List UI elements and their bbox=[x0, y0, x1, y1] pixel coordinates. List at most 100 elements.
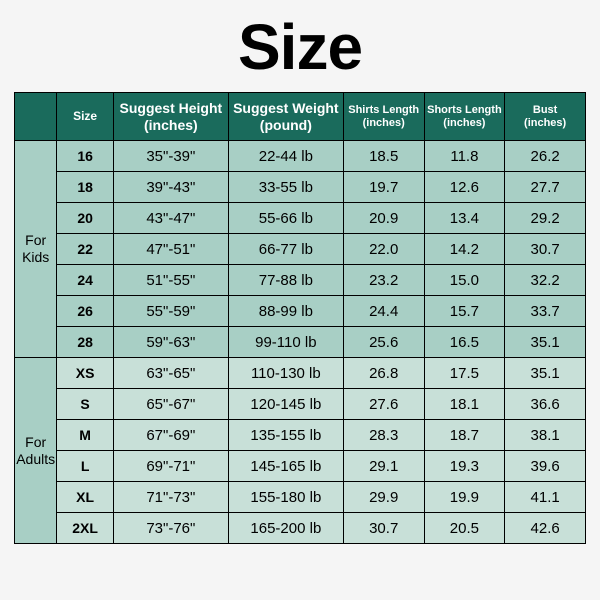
cell-shirt: 20.9 bbox=[343, 203, 424, 234]
cell-shirt: 27.6 bbox=[343, 389, 424, 420]
cell-shorts: 18.7 bbox=[424, 420, 505, 451]
header-size: Size bbox=[57, 93, 113, 141]
cell-size: 24 bbox=[57, 265, 113, 296]
cell-weight: 33-55 lb bbox=[228, 172, 343, 203]
cell-height: 73"-76" bbox=[113, 513, 228, 544]
cell-weight: 165-200 lb bbox=[228, 513, 343, 544]
group-label: ForAdults bbox=[15, 358, 57, 544]
cell-weight: 88-99 lb bbox=[228, 296, 343, 327]
cell-shirt: 26.8 bbox=[343, 358, 424, 389]
cell-shirt: 19.7 bbox=[343, 172, 424, 203]
cell-weight: 55-66 lb bbox=[228, 203, 343, 234]
cell-weight: 99-110 lb bbox=[228, 327, 343, 358]
cell-bust: 29.2 bbox=[505, 203, 586, 234]
cell-bust: 36.6 bbox=[505, 389, 586, 420]
header-label: Shirts Length bbox=[348, 104, 419, 116]
header-group bbox=[15, 93, 57, 141]
header-label: Shorts Length bbox=[427, 104, 502, 116]
cell-size: 26 bbox=[57, 296, 113, 327]
cell-height: 63"-65" bbox=[113, 358, 228, 389]
cell-size: 20 bbox=[57, 203, 113, 234]
cell-bust: 32.2 bbox=[505, 265, 586, 296]
header-shorts: Shorts Length (inches) bbox=[424, 93, 505, 141]
cell-bust: 42.6 bbox=[505, 513, 586, 544]
cell-bust: 30.7 bbox=[505, 234, 586, 265]
header-sublabel: (inches) bbox=[524, 117, 566, 129]
cell-bust: 39.6 bbox=[505, 451, 586, 482]
table-row: 2XL73"-76"165-200 lb30.720.542.6 bbox=[15, 513, 586, 544]
table-row: M67"-69"135-155 lb28.318.738.1 bbox=[15, 420, 586, 451]
cell-bust: 26.2 bbox=[505, 141, 586, 172]
table-header: Size Suggest Height (inches) Suggest Wei… bbox=[15, 93, 586, 141]
cell-bust: 41.1 bbox=[505, 482, 586, 513]
cell-shirt: 18.5 bbox=[343, 141, 424, 172]
cell-size: 28 bbox=[57, 327, 113, 358]
cell-shorts: 15.7 bbox=[424, 296, 505, 327]
cell-size: 2XL bbox=[57, 513, 113, 544]
cell-weight: 155-180 lb bbox=[228, 482, 343, 513]
cell-height: 59"-63" bbox=[113, 327, 228, 358]
header-sublabel: (inches) bbox=[443, 117, 485, 129]
cell-shorts: 16.5 bbox=[424, 327, 505, 358]
table-row: XL71"-73"155-180 lb29.919.941.1 bbox=[15, 482, 586, 513]
cell-shorts: 19.9 bbox=[424, 482, 505, 513]
cell-shorts: 13.4 bbox=[424, 203, 505, 234]
cell-size: 18 bbox=[57, 172, 113, 203]
cell-shirt: 29.9 bbox=[343, 482, 424, 513]
header-label: Bust bbox=[533, 104, 557, 116]
header-sublabel: (pound) bbox=[260, 117, 312, 133]
header-label: Suggest Height bbox=[120, 100, 223, 116]
cell-shirt: 25.6 bbox=[343, 327, 424, 358]
cell-shorts: 19.3 bbox=[424, 451, 505, 482]
cell-shorts: 14.2 bbox=[424, 234, 505, 265]
cell-shirt: 28.3 bbox=[343, 420, 424, 451]
table-row: 2859"-63"99-110 lb25.616.535.1 bbox=[15, 327, 586, 358]
table-row: 2247"-51"66-77 lb22.014.230.7 bbox=[15, 234, 586, 265]
cell-bust: 33.7 bbox=[505, 296, 586, 327]
cell-weight: 77-88 lb bbox=[228, 265, 343, 296]
table-row: S65"-67"120-145 lb27.618.136.6 bbox=[15, 389, 586, 420]
cell-weight: 66-77 lb bbox=[228, 234, 343, 265]
cell-bust: 27.7 bbox=[505, 172, 586, 203]
cell-shirt: 30.7 bbox=[343, 513, 424, 544]
cell-shorts: 17.5 bbox=[424, 358, 505, 389]
cell-height: 39"-43" bbox=[113, 172, 228, 203]
cell-height: 67"-69" bbox=[113, 420, 228, 451]
cell-bust: 35.1 bbox=[505, 327, 586, 358]
table-row: 2655"-59"88-99 lb24.415.733.7 bbox=[15, 296, 586, 327]
cell-bust: 35.1 bbox=[505, 358, 586, 389]
table-row: ForAdultsXS63"-65"110-130 lb26.817.535.1 bbox=[15, 358, 586, 389]
group-label: ForKids bbox=[15, 141, 57, 358]
cell-weight: 110-130 lb bbox=[228, 358, 343, 389]
header-shirt: Shirts Length (inches) bbox=[343, 93, 424, 141]
table-body: ForKids1635"-39"22-44 lb18.511.826.21839… bbox=[15, 141, 586, 544]
table-row: 1839"-43"33-55 lb19.712.627.7 bbox=[15, 172, 586, 203]
header-height: Suggest Height (inches) bbox=[113, 93, 228, 141]
cell-weight: 145-165 lb bbox=[228, 451, 343, 482]
cell-shirt: 22.0 bbox=[343, 234, 424, 265]
cell-shirt: 23.2 bbox=[343, 265, 424, 296]
cell-weight: 120-145 lb bbox=[228, 389, 343, 420]
cell-shorts: 12.6 bbox=[424, 172, 505, 203]
cell-bust: 38.1 bbox=[505, 420, 586, 451]
cell-size: L bbox=[57, 451, 113, 482]
header-weight: Suggest Weight (pound) bbox=[228, 93, 343, 141]
cell-height: 43"-47" bbox=[113, 203, 228, 234]
cell-height: 35"-39" bbox=[113, 141, 228, 172]
table-row: ForKids1635"-39"22-44 lb18.511.826.2 bbox=[15, 141, 586, 172]
cell-shorts: 18.1 bbox=[424, 389, 505, 420]
cell-shorts: 15.0 bbox=[424, 265, 505, 296]
cell-shorts: 11.8 bbox=[424, 141, 505, 172]
cell-size: 16 bbox=[57, 141, 113, 172]
cell-shorts: 20.5 bbox=[424, 513, 505, 544]
cell-height: 51"-55" bbox=[113, 265, 228, 296]
cell-shirt: 24.4 bbox=[343, 296, 424, 327]
page-title: Size bbox=[238, 10, 362, 84]
header-bust: Bust (inches) bbox=[505, 93, 586, 141]
cell-height: 55"-59" bbox=[113, 296, 228, 327]
cell-size: S bbox=[57, 389, 113, 420]
cell-size: 22 bbox=[57, 234, 113, 265]
cell-shirt: 29.1 bbox=[343, 451, 424, 482]
cell-height: 65"-67" bbox=[113, 389, 228, 420]
table-row: 2451"-55"77-88 lb23.215.032.2 bbox=[15, 265, 586, 296]
